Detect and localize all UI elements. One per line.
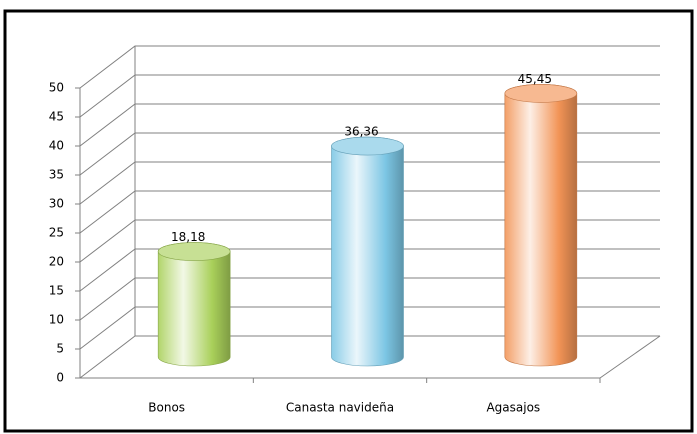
grid-line — [79, 103, 660, 147]
grid-line — [79, 335, 660, 379]
y-tick-label: 0 — [56, 371, 64, 385]
x-tick-label: Bonos — [148, 401, 185, 415]
y-tick-label: 15 — [49, 284, 64, 298]
grid-line — [79, 248, 660, 292]
floor-right — [599, 335, 661, 379]
y-tick-label: 5 — [56, 342, 64, 356]
y-tick-label: 10 — [49, 313, 64, 327]
y-tick-label: 20 — [49, 255, 64, 269]
grid-line — [79, 74, 660, 118]
grid-line — [79, 161, 660, 205]
grid-line — [79, 132, 660, 176]
y-tick-label: 40 — [49, 139, 64, 153]
grid-line — [79, 277, 660, 321]
grid-line — [79, 219, 660, 263]
bar — [504, 84, 578, 367]
value-label: 45,45 — [518, 72, 552, 86]
y-tick-label: 35 — [49, 168, 64, 182]
y-tick-label: 30 — [49, 197, 64, 211]
bar-top — [157, 242, 231, 261]
bar-top — [331, 136, 404, 156]
grid-line — [79, 190, 660, 234]
value-label: 36,36 — [344, 125, 378, 139]
bar — [157, 242, 231, 367]
x-tick-label: Agasajos — [486, 401, 540, 415]
y-tick-label: 25 — [49, 226, 64, 240]
bar-top — [504, 84, 578, 103]
x-tick-label: Canasta navideña — [286, 401, 394, 415]
bar — [331, 136, 404, 367]
grid-line — [79, 306, 660, 350]
y-tick-label: 50 — [49, 81, 64, 95]
grid-line — [79, 45, 660, 89]
y-tick-label: 45 — [49, 110, 64, 124]
value-label: 18,18 — [171, 230, 205, 244]
